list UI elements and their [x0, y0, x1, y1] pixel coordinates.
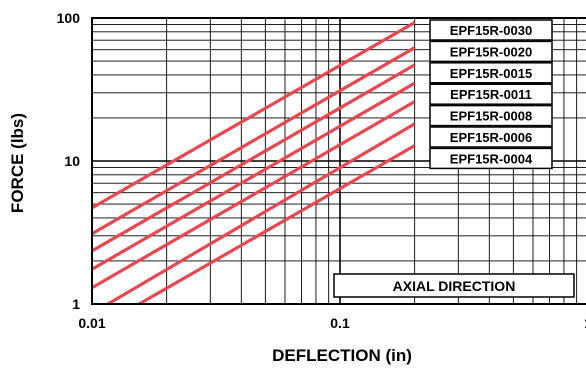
- y-tick-label: 100: [57, 10, 81, 26]
- series-line-epf15r-0004: [138, 144, 416, 306]
- legend-label: EPF15R-0030: [450, 23, 532, 38]
- y-axis-label: FORCE (lbs): [8, 112, 27, 214]
- y-tick-label: 10: [64, 153, 80, 169]
- x-tick-label: 1: [584, 315, 586, 331]
- series-lines: [91, 21, 416, 306]
- x-tick-label: 0.01: [78, 315, 105, 331]
- series-line-epf15r-0030: [91, 21, 416, 210]
- legend-label: EPF15R-0015: [450, 66, 532, 81]
- legend-box: [429, 104, 553, 127]
- series-line-epf15r-0011: [91, 81, 416, 271]
- series-line-epf15r-0020: [91, 46, 416, 236]
- annotation-box: AXIAL DIRECTION: [333, 273, 575, 298]
- x-axis-label: DEFLECTION (in): [272, 346, 412, 365]
- series-line-epf15r-0008: [91, 100, 416, 290]
- legend-label: EPF15R-0004: [450, 151, 533, 166]
- series-line-epf15r-0006: [107, 122, 416, 306]
- y-tick-label: 1: [72, 296, 80, 312]
- legend: EPF15R-0030 EPF15R-0020 EPF15R-0015 EPF15R-…: [429, 19, 553, 170]
- annotation-box-frame: [333, 273, 575, 298]
- legend-box: [429, 126, 553, 148]
- legend-box: [429, 19, 553, 41]
- x-tick-label: 0.1: [330, 315, 350, 331]
- legend-box: [429, 147, 553, 170]
- tick-labels: 0.01 0.1 1 100 10 1: [57, 10, 586, 331]
- legend-box: [429, 40, 553, 63]
- legend-label: EPF15R-0020: [450, 44, 532, 59]
- legend-label: EPF15R-0011: [450, 87, 532, 102]
- legend-box: [429, 62, 553, 84]
- legend-box: [429, 83, 553, 105]
- legend-label: EPF15R-0006: [450, 130, 532, 145]
- plot-frame: [91, 17, 586, 305]
- annotation-label: AXIAL DIRECTION: [393, 278, 516, 294]
- legend-label: EPF15R-0008: [450, 109, 532, 124]
- series-line-epf15r-0015: [91, 63, 416, 253]
